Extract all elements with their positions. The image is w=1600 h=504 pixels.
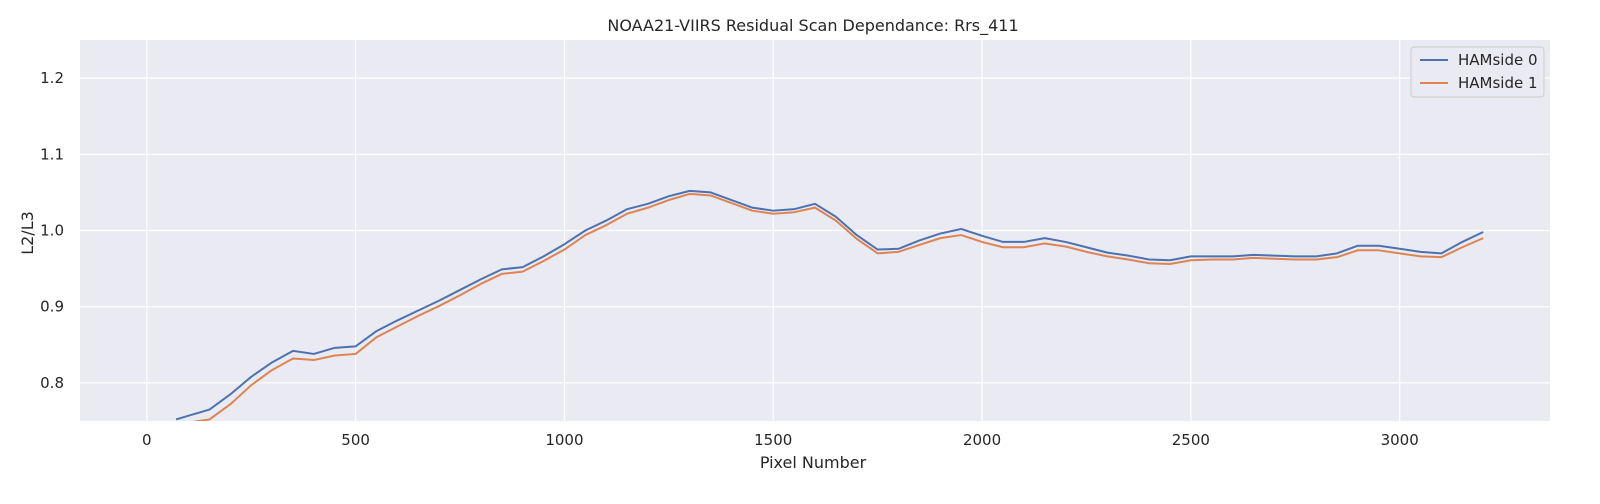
x-tick-label: 1000 bbox=[545, 431, 583, 449]
legend-label-hamside-1: HAMside 1 bbox=[1458, 74, 1538, 92]
y-tick-label: 0.8 bbox=[40, 374, 64, 392]
x-tick-label: 2000 bbox=[963, 431, 1001, 449]
chart-title: NOAA21-VIIRS Residual Scan Dependance: R… bbox=[607, 16, 1018, 36]
x-tick-label: 500 bbox=[341, 431, 370, 449]
y-tick-label: 0.9 bbox=[40, 298, 64, 316]
x-tick-label: 3000 bbox=[1381, 431, 1419, 449]
x-axis-ticks: 0 500 1000 1500 2000 2500 3000 bbox=[142, 431, 1419, 449]
x-tick-label: 1500 bbox=[754, 431, 792, 449]
grid-lines bbox=[80, 40, 1550, 421]
series-line-hamside-0 bbox=[175, 189, 1484, 421]
x-tick-label: 0 bbox=[142, 431, 152, 449]
y-tick-label: 1.2 bbox=[40, 69, 64, 87]
x-axis-label: Pixel Number bbox=[760, 453, 867, 472]
y-axis-label: L2/L3 bbox=[18, 211, 37, 255]
y-tick-label: 1.0 bbox=[40, 222, 64, 240]
legend: HAMside 0 HAMside 1 bbox=[1410, 46, 1545, 98]
legend-label-hamside-0: HAMside 0 bbox=[1458, 51, 1538, 69]
series-lines bbox=[175, 189, 1484, 421]
y-axis-ticks: 0.8 0.9 1.0 1.1 1.2 bbox=[40, 69, 64, 392]
y-tick-label: 1.1 bbox=[40, 145, 64, 163]
x-tick-label: 2500 bbox=[1172, 431, 1210, 449]
series-line-hamside-1 bbox=[192, 192, 1484, 421]
